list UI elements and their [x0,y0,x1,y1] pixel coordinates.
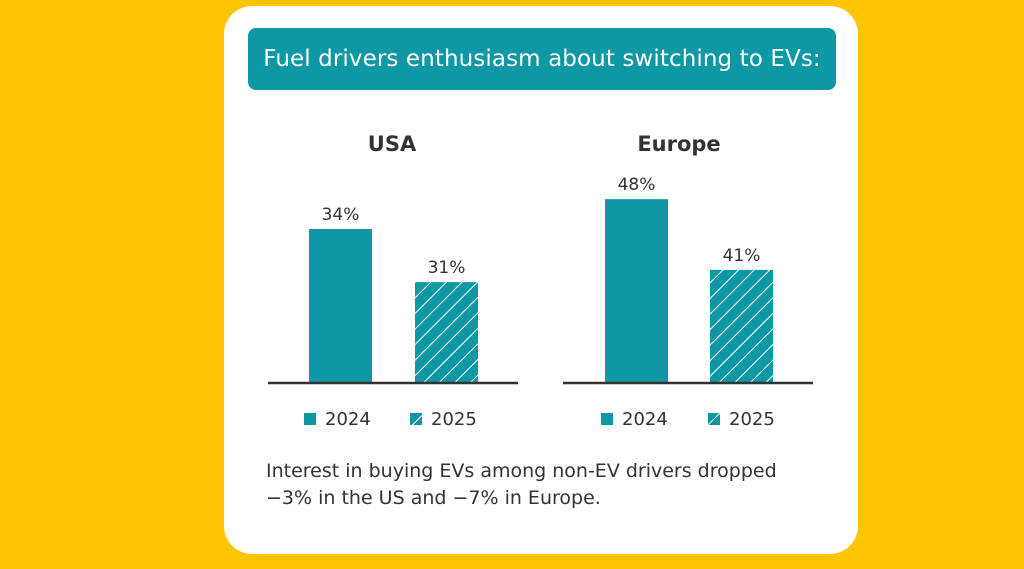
bar-2025 [710,269,773,383]
title-banner: Fuel drivers enthusiasm about switching … [248,28,836,90]
footnote: Interest in buying EVs among non-EV driv… [266,460,777,509]
value-label: 48% [618,175,656,195]
legend-swatch-2025 [708,413,720,425]
infographic-card: Fuel drivers enthusiasm about switching … [224,6,858,554]
charts-area: USA 34% 31% 2024 2025 Europe 48% 41% 2024 2025 [268,132,813,430]
value-label: 31% [428,258,466,278]
panel-title: USA [368,132,417,156]
legend-swatch-2024 [304,413,316,425]
bar-2025 [415,282,478,383]
legend-swatch-2025 [410,413,422,425]
value-label: 41% [723,246,761,266]
bar-2024 [605,199,668,383]
value-label: 34% [322,205,360,225]
panel-title: Europe [637,132,720,156]
bar-2024 [309,229,372,383]
legend-label: 2024 [325,409,371,430]
chart-title: Fuel drivers enthusiasm about switching … [263,46,821,72]
legend-swatch-2024 [601,413,613,425]
legend-label: 2025 [729,409,775,430]
legend-label: 2025 [431,409,477,430]
legend-label: 2024 [622,409,668,430]
